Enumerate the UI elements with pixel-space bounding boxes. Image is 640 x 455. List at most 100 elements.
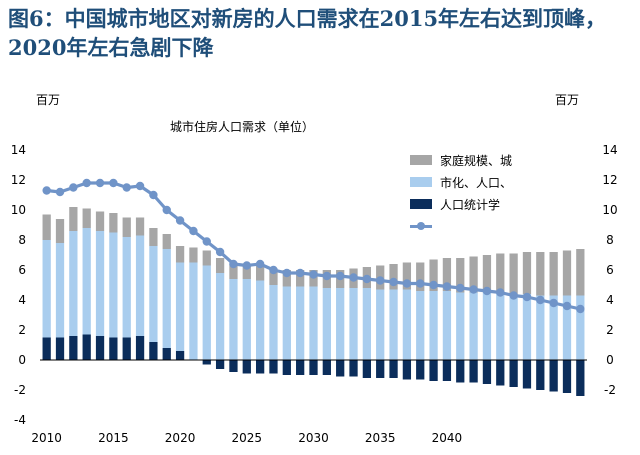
- bar-population: [549, 360, 558, 392]
- bar-population: [562, 360, 572, 393]
- y-tick-label-right: 2: [606, 323, 614, 337]
- bar-population: [215, 360, 225, 369]
- bar-household: [82, 208, 91, 228]
- bar-population: [149, 342, 158, 360]
- bar-population: [109, 337, 118, 360]
- total-point: [242, 261, 251, 270]
- bar-population: [469, 360, 478, 383]
- bar-population: [429, 360, 438, 381]
- bar-household: [482, 255, 492, 293]
- y-axis-unit-right: 百万: [555, 93, 580, 107]
- bar-household: [162, 234, 171, 249]
- bar-urbanization: [469, 292, 478, 360]
- bar-household: [429, 259, 438, 291]
- total-point: [482, 286, 492, 296]
- bar-urbanization: [456, 292, 465, 360]
- bar-population: [522, 360, 532, 389]
- bar-population: [255, 360, 265, 374]
- total-point: [229, 259, 238, 269]
- bar-household: [42, 214, 51, 240]
- x-tick-label: 2020: [165, 431, 196, 445]
- total-point: [162, 205, 171, 215]
- bar-urbanization: [162, 249, 171, 348]
- legend-item-urbanization: 市化、人口、: [410, 171, 512, 193]
- total-point: [429, 280, 438, 290]
- bar-urbanization: [562, 295, 572, 360]
- total-point: [335, 271, 345, 281]
- bar-urbanization: [576, 295, 585, 360]
- bar-household: [122, 217, 131, 237]
- y-tick-label-left: 4: [18, 293, 26, 307]
- bar-household: [576, 249, 585, 296]
- bar-urbanization: [536, 295, 545, 360]
- total-point: [295, 268, 305, 278]
- bar-population: [229, 360, 238, 372]
- y-tick-label-right: 6: [606, 263, 614, 277]
- total-point: [442, 282, 452, 291]
- bar-population: [389, 360, 398, 378]
- bar-urbanization: [402, 289, 412, 360]
- chart-title: 城市住房人口需求（单位）: [170, 120, 315, 134]
- bar-population: [362, 360, 372, 378]
- total-point: [95, 178, 105, 188]
- bar-urbanization: [122, 237, 131, 338]
- bar-urbanization: [42, 240, 51, 338]
- total-point: [109, 178, 118, 188]
- bar-urbanization: [389, 289, 398, 360]
- legend-swatch-total: [410, 221, 432, 231]
- bar-household: [229, 264, 238, 279]
- total-point: [122, 183, 131, 192]
- bar-urbanization: [82, 228, 91, 335]
- bar-population: [402, 360, 412, 380]
- legend-item-population: 人口统计学: [410, 193, 512, 215]
- x-tick-label: 2030: [298, 431, 329, 445]
- bar-population: [442, 360, 452, 381]
- bar-urbanization: [255, 280, 265, 360]
- bar-household: [109, 213, 118, 233]
- figure-title: 图6：中国城市地区对新房的人口需求在2015年左右达到顶峰，2020年左右急剧下…: [8, 6, 607, 60]
- bar-urbanization: [282, 286, 291, 360]
- x-tick-label: 2015: [98, 431, 129, 445]
- bar-population: [202, 360, 211, 365]
- bar-urbanization: [135, 235, 145, 336]
- bar-household: [95, 211, 105, 231]
- legend-item-household: 家庭规模、城: [410, 149, 512, 171]
- total-point: [55, 187, 65, 197]
- bar-population: [509, 360, 518, 387]
- legend-item-total: [410, 215, 512, 237]
- bar-urbanization: [416, 291, 425, 360]
- bar-urbanization: [442, 291, 452, 360]
- bar-urbanization: [349, 288, 358, 360]
- total-point: [456, 283, 465, 293]
- bar-population: [482, 360, 492, 384]
- legend-label-household: 家庭规模、城: [440, 153, 513, 168]
- y-tick-label-left: 0: [18, 353, 26, 367]
- y-tick-label-right: 4: [606, 293, 614, 307]
- total-point: [69, 183, 78, 192]
- bar-household: [562, 250, 572, 296]
- bar-urbanization: [229, 279, 238, 360]
- total-point: [82, 178, 91, 188]
- total-point: [416, 279, 425, 288]
- bar-population: [69, 336, 78, 360]
- bar-household: [496, 253, 505, 293]
- total-point: [322, 271, 332, 281]
- bar-population: [242, 360, 251, 374]
- bar-urbanization: [149, 246, 158, 342]
- y-tick-label-left: 12: [11, 173, 26, 187]
- y-tick-label-right: 0: [606, 353, 614, 367]
- bar-population: [416, 360, 425, 380]
- bar-household: [149, 228, 158, 246]
- bar-household: [509, 253, 518, 294]
- total-point: [135, 181, 145, 191]
- bar-household: [536, 252, 545, 296]
- bar-urbanization: [322, 288, 331, 360]
- bar-urbanization: [496, 292, 505, 360]
- bar-population: [496, 360, 505, 386]
- bar-household: [416, 262, 425, 291]
- bar-urbanization: [202, 265, 211, 360]
- total-point: [549, 298, 558, 308]
- y-tick-label-left: 2: [18, 323, 26, 337]
- bar-household: [296, 270, 305, 287]
